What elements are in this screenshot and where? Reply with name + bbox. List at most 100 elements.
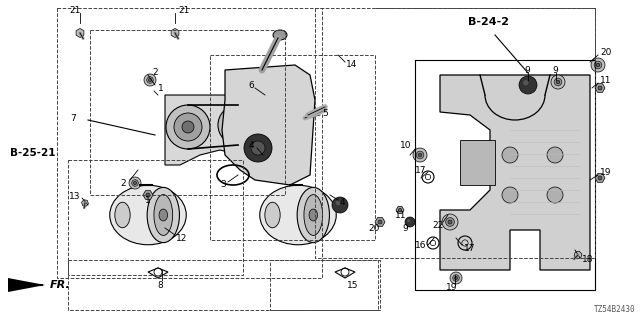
Circle shape: [598, 176, 602, 180]
Circle shape: [147, 77, 154, 83]
Circle shape: [454, 276, 458, 279]
Polygon shape: [375, 218, 385, 226]
Polygon shape: [165, 95, 270, 170]
Text: 19: 19: [446, 284, 458, 292]
Polygon shape: [440, 75, 590, 270]
Text: 21: 21: [69, 5, 81, 14]
Polygon shape: [143, 191, 153, 199]
Circle shape: [146, 193, 150, 197]
Circle shape: [244, 134, 272, 162]
Circle shape: [502, 187, 518, 203]
Circle shape: [445, 218, 454, 227]
Circle shape: [378, 220, 382, 224]
Circle shape: [450, 272, 462, 284]
Text: 22: 22: [432, 220, 444, 229]
Polygon shape: [76, 28, 84, 37]
Circle shape: [551, 75, 565, 89]
Circle shape: [218, 105, 258, 145]
Text: 4: 4: [249, 140, 255, 149]
Text: 1: 1: [145, 196, 151, 204]
Ellipse shape: [154, 195, 173, 236]
Text: 2: 2: [120, 179, 125, 188]
Circle shape: [129, 177, 141, 189]
Circle shape: [547, 187, 563, 203]
Text: 9: 9: [524, 66, 530, 75]
Circle shape: [556, 80, 560, 84]
Text: 2: 2: [152, 68, 157, 76]
Circle shape: [132, 180, 138, 186]
Text: B-25-21: B-25-21: [10, 148, 56, 158]
Circle shape: [598, 86, 602, 90]
Circle shape: [226, 113, 250, 137]
Circle shape: [594, 61, 602, 69]
Text: 7: 7: [70, 114, 76, 123]
Circle shape: [519, 76, 537, 94]
Circle shape: [182, 121, 194, 133]
Polygon shape: [595, 84, 605, 92]
Ellipse shape: [297, 188, 330, 243]
Ellipse shape: [265, 202, 280, 228]
Ellipse shape: [109, 185, 186, 245]
Circle shape: [554, 78, 562, 86]
Ellipse shape: [115, 202, 130, 228]
Polygon shape: [171, 28, 179, 37]
Circle shape: [144, 74, 156, 86]
Text: 3: 3: [220, 180, 226, 188]
Circle shape: [233, 120, 243, 130]
Circle shape: [591, 58, 605, 72]
Ellipse shape: [273, 30, 287, 40]
Text: FR.: FR.: [50, 280, 71, 290]
Ellipse shape: [309, 209, 317, 221]
Text: 10: 10: [400, 140, 412, 149]
Text: 4: 4: [340, 197, 346, 206]
Polygon shape: [595, 174, 605, 182]
Polygon shape: [396, 206, 404, 213]
Circle shape: [398, 208, 402, 212]
Polygon shape: [574, 251, 582, 259]
Text: 8: 8: [157, 281, 163, 290]
Text: 9: 9: [552, 66, 557, 75]
Circle shape: [134, 181, 136, 185]
Ellipse shape: [260, 185, 336, 245]
Circle shape: [413, 148, 427, 162]
Text: 19: 19: [600, 167, 611, 177]
Text: 17: 17: [415, 165, 426, 174]
Text: 9: 9: [402, 223, 408, 233]
Text: TZ54B2430: TZ54B2430: [593, 305, 635, 314]
Text: 18: 18: [582, 255, 593, 265]
Polygon shape: [81, 200, 88, 206]
Circle shape: [407, 219, 410, 222]
Circle shape: [148, 78, 152, 82]
Circle shape: [419, 153, 422, 157]
Polygon shape: [8, 278, 45, 292]
Text: 21: 21: [178, 5, 189, 14]
Circle shape: [174, 113, 202, 141]
Text: 11: 11: [395, 211, 406, 220]
Text: 5: 5: [322, 108, 328, 117]
Ellipse shape: [147, 188, 179, 243]
Circle shape: [251, 141, 265, 155]
Circle shape: [332, 197, 348, 213]
Text: 15: 15: [347, 281, 358, 290]
Circle shape: [335, 201, 340, 205]
Text: 17: 17: [464, 244, 476, 252]
Text: 20: 20: [368, 223, 380, 233]
Text: 6: 6: [248, 81, 253, 90]
Text: B-24-2: B-24-2: [468, 17, 509, 27]
Circle shape: [596, 63, 600, 67]
Text: 16: 16: [415, 241, 426, 250]
Text: 12: 12: [176, 234, 188, 243]
Circle shape: [523, 80, 529, 85]
Ellipse shape: [159, 209, 168, 221]
Circle shape: [166, 105, 210, 149]
Circle shape: [405, 217, 415, 227]
Circle shape: [547, 147, 563, 163]
Ellipse shape: [304, 195, 323, 236]
Circle shape: [416, 151, 424, 159]
Circle shape: [452, 275, 460, 281]
Text: 1: 1: [158, 84, 164, 92]
Circle shape: [448, 220, 452, 224]
Text: 20: 20: [600, 47, 611, 57]
Text: 11: 11: [600, 76, 611, 84]
Circle shape: [502, 147, 518, 163]
